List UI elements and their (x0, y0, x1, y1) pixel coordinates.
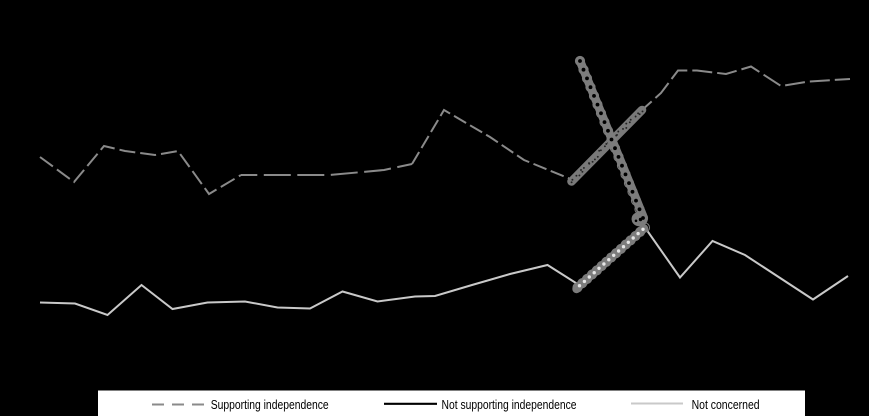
svg-text:Not concerned: Not concerned (692, 398, 760, 412)
svg-text:Not supporting independence: Not supporting independence (442, 398, 577, 412)
svg-text:Supporting independence: Supporting independence (211, 398, 329, 412)
